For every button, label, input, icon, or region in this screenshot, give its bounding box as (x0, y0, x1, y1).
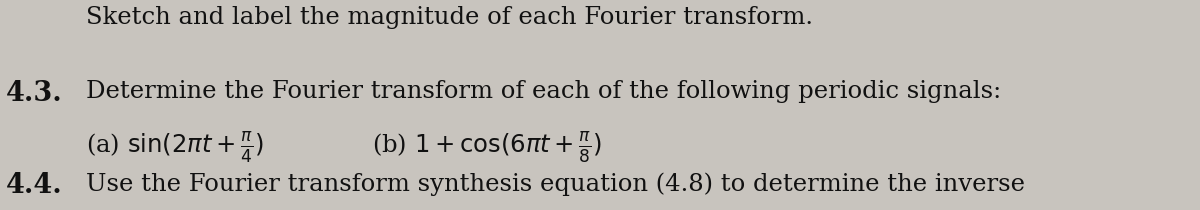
Text: 4.3.: 4.3. (6, 80, 62, 107)
Text: (b) $1 + \cos(6\pi t + \frac{\pi}{8})$: (b) $1 + \cos(6\pi t + \frac{\pi}{8})$ (372, 130, 602, 165)
Text: Sketch and label the magnitude of each Fourier transform.: Sketch and label the magnitude of each F… (86, 6, 814, 29)
Text: Determine the Fourier transform of each of the following periodic signals:: Determine the Fourier transform of each … (86, 80, 1002, 103)
Text: (a) $\sin(2\pi t + \frac{\pi}{4})$: (a) $\sin(2\pi t + \frac{\pi}{4})$ (86, 130, 264, 165)
Text: Use the Fourier transform synthesis equation (4.8) to determine the inverse: Use the Fourier transform synthesis equa… (86, 172, 1026, 196)
Text: 4.4.: 4.4. (6, 172, 62, 199)
